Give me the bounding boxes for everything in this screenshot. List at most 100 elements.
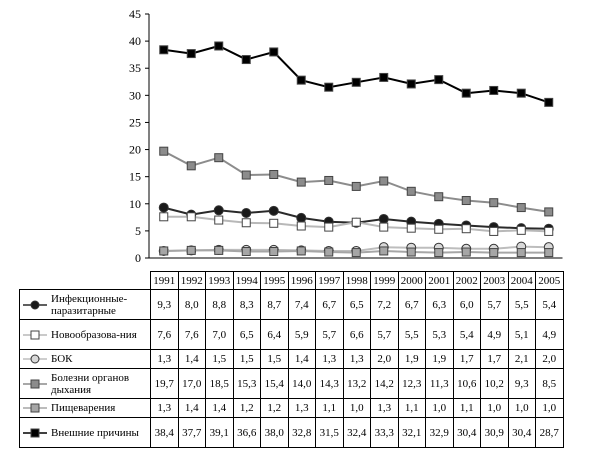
row-label: Пищеварения: [19, 398, 151, 418]
data-point: [324, 82, 334, 92]
table-cell: 38,4: [150, 417, 179, 448]
y-axis: 0 5 10 15 20 25 30 35 40 45: [129, 7, 150, 265]
table-cell: 1,7: [480, 349, 509, 369]
data-point: [269, 169, 279, 179]
table-cell: 17,0: [177, 368, 206, 399]
table-cell: 1,0: [480, 398, 509, 418]
row-label-text: Болезни органов дыхания: [51, 371, 130, 396]
y-tick-label: 15: [129, 170, 141, 184]
data-point: [544, 97, 554, 107]
data-point: [241, 246, 251, 256]
table-cell: 5,4: [535, 289, 564, 320]
data-point: [544, 226, 554, 236]
table-cell: 5,5: [507, 289, 536, 320]
year-header: 2005: [535, 271, 564, 290]
data-point: [158, 202, 169, 213]
y-tick-label: 10: [129, 197, 141, 211]
data-point: [241, 170, 251, 180]
y-tick-label: 35: [129, 61, 141, 75]
year-header: 1994: [232, 271, 261, 290]
data-point: [516, 203, 526, 213]
table-cell: 1,2: [260, 398, 289, 418]
table-cell: 14,2: [370, 368, 399, 399]
data-point: [434, 192, 444, 202]
table-cell: 1,1: [452, 398, 481, 418]
data-point: [379, 176, 389, 186]
table-cell: 38,0: [260, 417, 289, 448]
data-point: [461, 247, 471, 257]
table-cell: 7,6: [150, 319, 179, 350]
data-table: 1991 1992 1993 1994 1995 1996 1997 1998 1999 2000…: [19, 271, 564, 448]
data-point: [434, 224, 444, 234]
table-cell: 10,2: [480, 368, 509, 399]
table-cell: 32,8: [287, 417, 316, 448]
table-cell: 11,3: [425, 368, 454, 399]
legend-marker-icon: [23, 403, 47, 413]
data-point: [269, 47, 279, 57]
data-point: [516, 248, 526, 258]
table-cell: 6,4: [260, 319, 289, 350]
year-header: 2001: [425, 271, 454, 290]
table-cell: 31,5: [315, 417, 344, 448]
table-cell: 4,9: [480, 319, 509, 350]
year-header: 1996: [287, 271, 316, 290]
data-point: [214, 41, 224, 51]
table-cell: 1,5: [232, 349, 261, 369]
table-cell: 1,4: [177, 349, 206, 369]
data-point: [434, 75, 444, 85]
series-6: [159, 41, 554, 107]
data-point: [379, 246, 389, 256]
table-cell: 15,4: [260, 368, 289, 399]
series-2: [159, 212, 554, 236]
data-point: [516, 225, 526, 235]
data-point: [489, 226, 499, 236]
data-point: [241, 55, 251, 65]
data-point: [489, 248, 499, 258]
table-cell: 1,3: [342, 349, 371, 369]
data-point: [351, 217, 361, 227]
table-cell: 5,4: [452, 319, 481, 350]
table-cell: 14,0: [287, 368, 316, 399]
y-tick-label: 40: [129, 34, 141, 48]
table-cell: 6,6: [342, 319, 371, 350]
data-point: [544, 248, 554, 258]
table-cell: 8,5: [535, 368, 564, 399]
y-tick-label: 20: [129, 143, 141, 157]
y-tick-label: 0: [135, 251, 141, 265]
data-point: [351, 77, 361, 87]
data-point: [461, 196, 471, 206]
table-cell: 4,9: [535, 319, 564, 350]
table-cell: 8,8: [205, 289, 234, 320]
table-cell: 1,3: [370, 398, 399, 418]
data-point: [324, 222, 334, 232]
data-point: [186, 161, 196, 171]
table-row: Болезни органов дыхания 19,7 17,0 18,5 15,3 1…: [19, 368, 564, 399]
table-cell: 5,7: [480, 289, 509, 320]
table-row: Инфекционные-паразитарные 9,3 8,0 8,8 8,3 8,7…: [19, 289, 564, 320]
row-label: Инфекционные-паразитарные: [19, 289, 151, 320]
data-point: [324, 175, 334, 185]
table-corner: [19, 271, 151, 290]
data-point: [296, 246, 306, 256]
table-cell: 2,1: [507, 349, 536, 369]
row-label-text: Новообразова-ния: [51, 328, 137, 341]
data-point: [241, 207, 252, 218]
table-cell: 6,7: [397, 289, 426, 320]
data-point: [241, 218, 251, 228]
table-row: Новообразова-ния 7,6 7,6 7,0 6,5 6,4 5,9 5,7 6,6…: [19, 319, 564, 350]
table-cell: 1,9: [425, 349, 454, 369]
data-point: [461, 224, 471, 234]
series-layer: [158, 41, 554, 258]
y-tick-label: 5: [135, 224, 141, 238]
table-cell: 30,9: [480, 417, 509, 448]
table-cell: 2,0: [370, 349, 399, 369]
table-cell: 1,1: [397, 398, 426, 418]
data-point: [351, 248, 361, 258]
table-row: БОК 1,3 1,4 1,5 1,5 1,5 1,4 1,3 1,3 2,0 1,9 1,9 1,7 1…: [19, 349, 564, 369]
table-cell: 7,6: [177, 319, 206, 350]
table-cell: 33,3: [370, 417, 399, 448]
table-cell: 5,3: [425, 319, 454, 350]
table-cell: 1,4: [287, 349, 316, 369]
row-label-text: Пищеварения: [51, 402, 116, 414]
table-cell: 12,3: [397, 368, 426, 399]
